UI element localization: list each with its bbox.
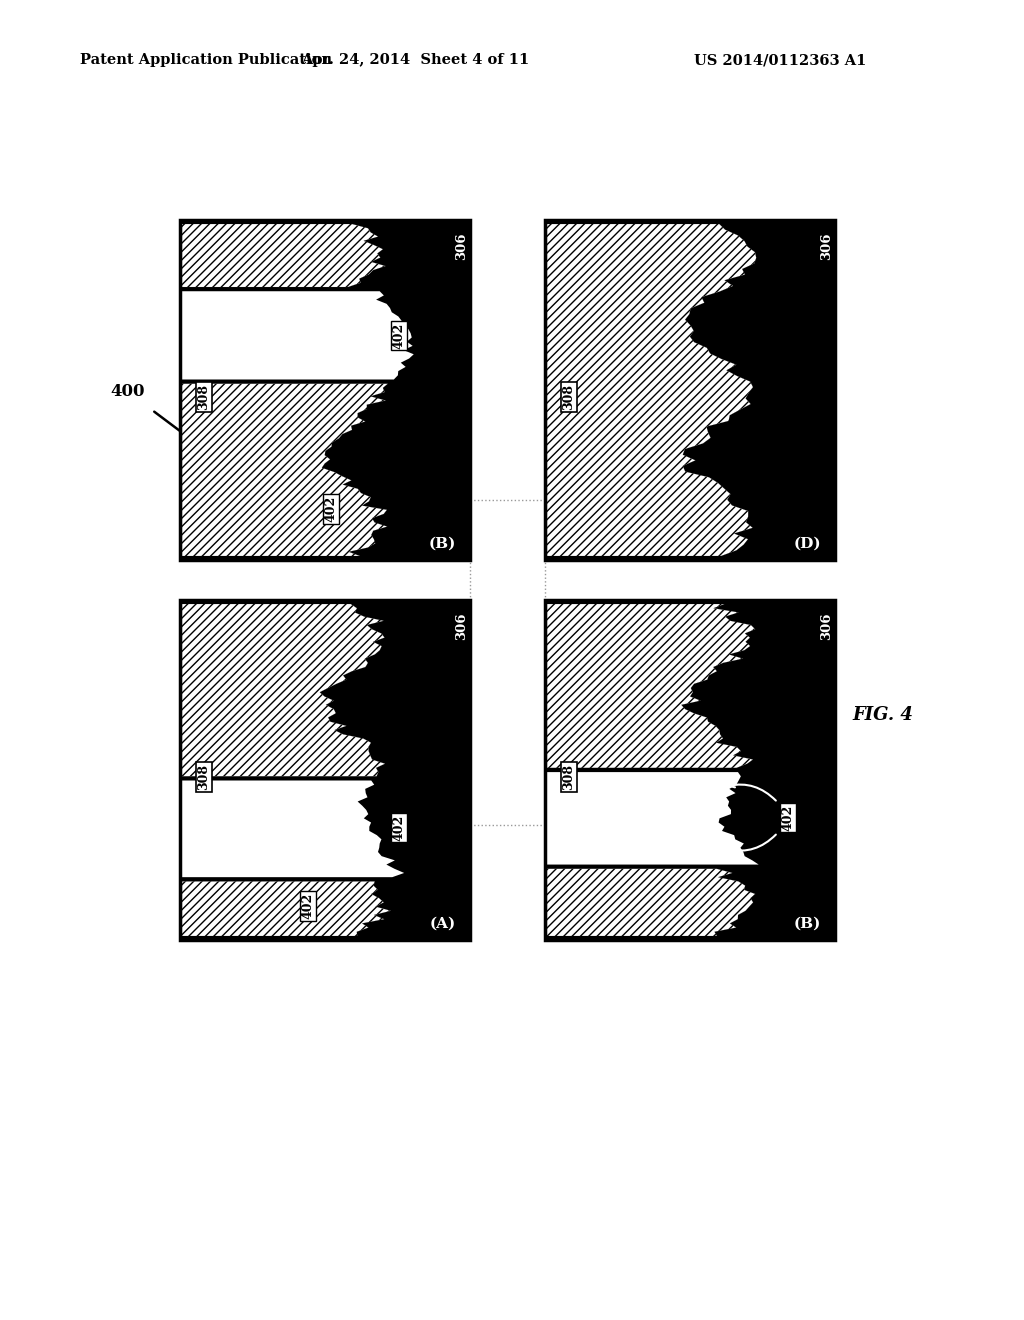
Text: (B): (B)	[429, 537, 456, 550]
Text: 402: 402	[392, 322, 406, 348]
Polygon shape	[182, 882, 391, 936]
Text: 402: 402	[325, 496, 337, 523]
Text: 402: 402	[392, 814, 406, 841]
Bar	[545, 220, 835, 560]
Bar	[180, 220, 470, 560]
Text: (D): (D)	[794, 537, 821, 550]
Bar	[180, 601, 470, 940]
Text: Patent Application Publication: Patent Application Publication	[80, 53, 332, 67]
Bar	[180, 601, 470, 940]
Text: 306: 306	[820, 232, 834, 260]
Text: 400: 400	[111, 384, 145, 400]
Polygon shape	[547, 772, 759, 865]
Text: 308: 308	[562, 384, 575, 409]
Text: (A): (A)	[430, 917, 456, 931]
Text: 308: 308	[198, 384, 211, 409]
Polygon shape	[182, 384, 388, 556]
Polygon shape	[182, 224, 386, 286]
Bar	[545, 601, 835, 940]
Polygon shape	[182, 605, 385, 776]
Text: US 2014/0112363 A1: US 2014/0112363 A1	[694, 53, 866, 67]
Polygon shape	[547, 869, 756, 936]
Bar	[545, 601, 835, 940]
Text: 402: 402	[301, 892, 314, 919]
Text: (B): (B)	[794, 917, 821, 931]
Text: 306: 306	[820, 612, 834, 639]
Polygon shape	[547, 605, 756, 768]
Text: 308: 308	[562, 764, 575, 789]
Bar	[180, 220, 470, 560]
Polygon shape	[182, 292, 414, 379]
Bar	[545, 220, 835, 560]
Text: Apr. 24, 2014  Sheet 4 of 11: Apr. 24, 2014 Sheet 4 of 11	[301, 53, 529, 67]
Text: 306: 306	[456, 612, 469, 639]
Polygon shape	[547, 224, 757, 556]
Text: 308: 308	[198, 764, 211, 789]
Text: 402: 402	[781, 804, 795, 830]
Text: FIG. 4: FIG. 4	[852, 706, 912, 723]
Polygon shape	[182, 780, 404, 878]
Text: 306: 306	[456, 232, 469, 260]
